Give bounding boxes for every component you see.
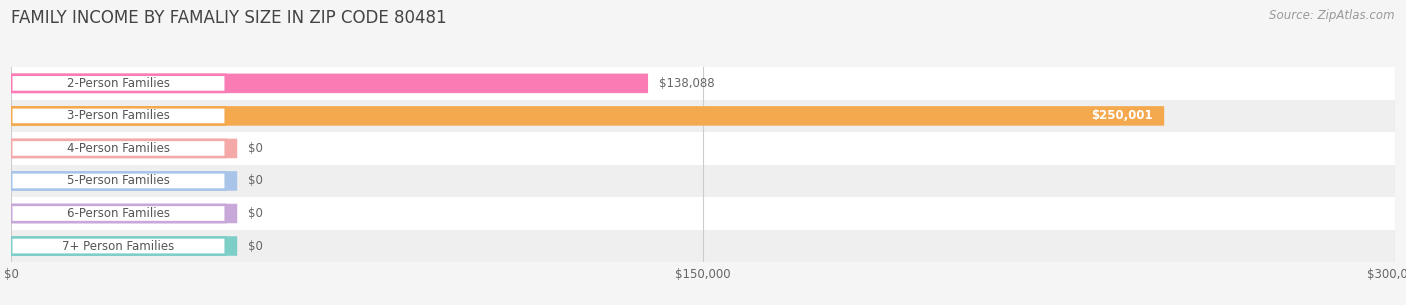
FancyBboxPatch shape [11,236,238,256]
Bar [11,100,1395,132]
FancyBboxPatch shape [11,140,226,157]
Text: $138,088: $138,088 [659,77,714,90]
FancyBboxPatch shape [11,107,226,124]
FancyBboxPatch shape [11,172,226,189]
FancyBboxPatch shape [11,204,238,223]
FancyBboxPatch shape [11,106,1164,126]
Text: $0: $0 [249,142,263,155]
Text: 5-Person Families: 5-Person Families [67,174,170,188]
Bar [11,197,1395,230]
Text: 2-Person Families: 2-Person Families [67,77,170,90]
Text: $0: $0 [249,207,263,220]
Bar [11,67,1395,100]
Text: FAMILY INCOME BY FAMALIY SIZE IN ZIP CODE 80481: FAMILY INCOME BY FAMALIY SIZE IN ZIP COD… [11,9,447,27]
Text: $0: $0 [249,239,263,253]
Bar [11,132,1395,165]
Text: 6-Person Families: 6-Person Families [67,207,170,220]
Text: 3-Person Families: 3-Person Families [67,109,170,122]
FancyBboxPatch shape [11,74,648,93]
FancyBboxPatch shape [11,139,238,158]
Text: $250,001: $250,001 [1091,109,1153,122]
Bar [11,165,1395,197]
Text: 7+ Person Families: 7+ Person Families [62,239,174,253]
Bar [11,230,1395,262]
FancyBboxPatch shape [11,75,226,92]
FancyBboxPatch shape [11,238,226,255]
FancyBboxPatch shape [11,205,226,222]
FancyBboxPatch shape [11,171,238,191]
Text: 4-Person Families: 4-Person Families [67,142,170,155]
Text: Source: ZipAtlas.com: Source: ZipAtlas.com [1270,9,1395,22]
Text: $0: $0 [249,174,263,188]
